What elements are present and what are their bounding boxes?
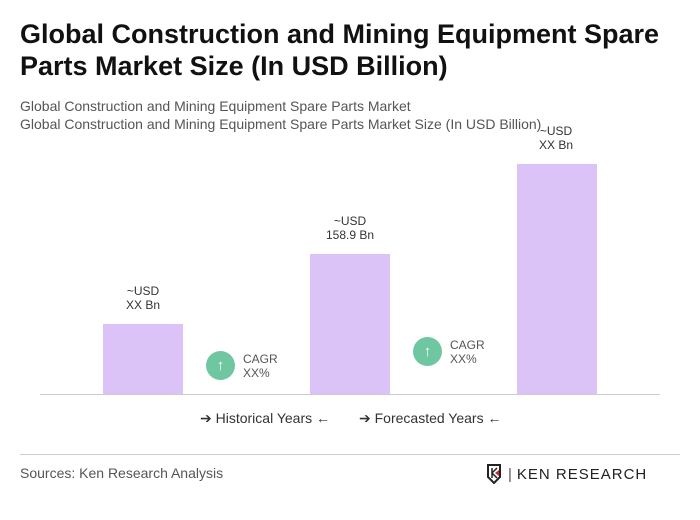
legend-forecasted: ➔ Forecasted Years ←	[359, 410, 502, 426]
bar-3	[517, 164, 597, 394]
chart-title: Global Construction and Mining Equipment…	[20, 19, 660, 81]
logo-icon	[487, 464, 501, 484]
data-label-3: ~USD XX Bn	[538, 124, 574, 152]
bar-1	[103, 324, 183, 394]
x-axis	[40, 394, 660, 395]
bar-2	[310, 254, 390, 394]
data-label-2: ~USD 158.9 Bn	[325, 214, 375, 242]
legend-historical: ➔ Historical Years ←	[200, 410, 331, 426]
cagr-2: ↑ CAGR XX%	[413, 337, 485, 366]
cagr-1: ↑ CAGR XX%	[206, 351, 278, 380]
arrow-up-icon: ↑	[413, 337, 442, 366]
subtitle-2: Global Construction and Mining Equipment…	[20, 116, 542, 132]
data-label-1: ~USD XX Bn	[125, 284, 161, 312]
ken-research-logo: | KEN RESEARCH	[486, 464, 647, 484]
arrow-up-icon: ↑	[206, 351, 235, 380]
divider	[20, 454, 680, 455]
source-text: Sources: Ken Research Analysis	[20, 465, 224, 481]
subtitle: Global Construction and Mining Equipment…	[20, 98, 411, 114]
